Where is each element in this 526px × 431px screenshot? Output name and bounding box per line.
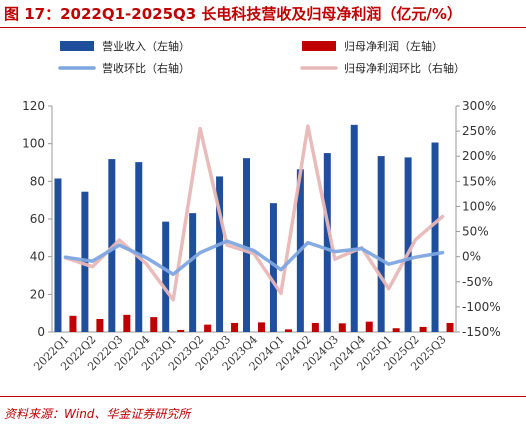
source-divider	[0, 396, 526, 397]
bar-s1-2022Q4	[150, 317, 158, 332]
bar-s0-2022Q2	[81, 191, 89, 332]
bar-s1-2023Q3	[231, 322, 239, 332]
legend-label-2: 营收环比（右轴）	[102, 61, 190, 75]
bar-s1-2024Q4	[365, 321, 373, 332]
bar-s0-2025Q3	[431, 142, 439, 332]
revenue-profit-chart: 营业收入（左轴） 归母净利润（左轴） 营收环比（右轴） 归母净利润环比（右轴） 0 20…	[22, 39, 501, 373]
left-tick-label-0: 0	[37, 325, 45, 339]
bar-s0-2024Q3	[323, 153, 331, 332]
legend-label-1: 归母净利润（左轴）	[344, 39, 443, 53]
bar-s1-2025Q1	[392, 328, 400, 332]
figure-title-bar: 图 17：2022Q1-2025Q3 长电科技营收及归母净利润（亿元/%）	[0, 0, 526, 26]
bar-s1-2024Q1	[284, 329, 292, 332]
bar-s0-2022Q4	[135, 162, 143, 332]
chart-legend: 营业收入（左轴） 归母净利润（左轴） 营收环比（右轴） 归母净利润环比（右轴）	[58, 39, 465, 75]
bar-s0-2023Q1	[162, 221, 170, 332]
chart-bars	[54, 124, 454, 332]
bar-s0-2022Q1	[54, 178, 62, 332]
bar-s1-2022Q1	[69, 315, 77, 332]
bar-s0-2025Q2	[404, 157, 412, 332]
bar-s1-2022Q3	[123, 314, 131, 332]
bar-s0-2023Q2	[189, 213, 197, 332]
legend-swatch-1	[302, 41, 336, 51]
left-tick-label-4: 80	[30, 174, 45, 188]
chart-lines	[63, 124, 445, 302]
bar-s1-2023Q4	[258, 322, 265, 332]
right-tick-label-4: 50%	[462, 225, 489, 239]
right-tick-label-2: -50%	[462, 275, 493, 289]
right-tick-label-8: 250%	[462, 124, 496, 138]
figure-title: 图 17：2022Q1-2025Q3 长电科技营收及归母净利润（亿元/%）	[4, 5, 462, 23]
right-tick-label-0: -150%	[462, 325, 501, 339]
legend-label-3: 归母净利润环比（右轴）	[344, 61, 465, 75]
legend-label-0: 营业收入（左轴）	[102, 39, 190, 53]
left-tick-label-5: 100	[22, 137, 45, 151]
bar-s1-2023Q2	[204, 324, 212, 332]
bar-s0-2024Q4	[350, 124, 358, 332]
right-tick-label-9: 300%	[462, 99, 496, 113]
bar-s1-2024Q3	[338, 323, 346, 332]
left-tick-label-6: 120	[22, 99, 45, 113]
left-tick-label-2: 40	[30, 250, 45, 264]
legend-swatch-0	[60, 41, 94, 51]
bar-s0-2023Q4	[243, 158, 250, 332]
bar-s1-2023Q1	[177, 329, 185, 332]
bar-s0-2023Q3	[216, 176, 224, 332]
right-tick-label-3: 0%	[462, 250, 481, 264]
right-tick-label-5: 100%	[462, 199, 496, 213]
line-revenue-qoq	[63, 239, 445, 276]
right-tick-label-6: 150%	[462, 174, 496, 188]
line-profit-qoq	[63, 124, 445, 302]
bar-s0-2025Q1	[377, 156, 385, 332]
left-tick-label-1: 20	[30, 287, 45, 301]
bar-s1-2022Q2	[96, 319, 104, 332]
right-tick-label-7: 200%	[462, 149, 496, 163]
left-tick-label-3: 60	[30, 212, 45, 226]
bar-s1-2025Q3	[446, 322, 454, 332]
bar-s1-2025Q2	[419, 326, 427, 332]
bar-s0-2024Q1	[269, 203, 277, 332]
title-divider	[0, 27, 526, 28]
right-tick-label-1: -100%	[462, 300, 501, 314]
bar-s1-2024Q2	[311, 322, 319, 332]
source-note: 资料来源：Wind、华金证券研究所	[4, 407, 191, 421]
